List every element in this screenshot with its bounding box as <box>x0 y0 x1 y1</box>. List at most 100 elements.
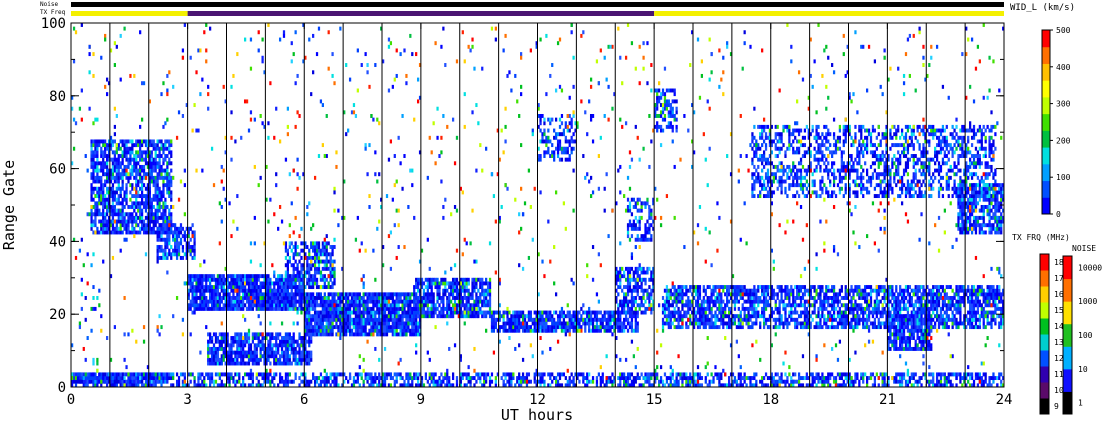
heatmap-cell <box>376 317 379 322</box>
heatmap-cell <box>558 325 562 330</box>
heatmap-cell <box>158 215 161 220</box>
heatmap-cell <box>356 372 359 377</box>
heatmap-cell <box>331 252 334 257</box>
heatmap-cell <box>214 306 218 311</box>
heatmap-cell <box>370 292 373 297</box>
heatmap-cell <box>306 328 309 333</box>
heatmap-cell <box>473 314 476 319</box>
heatmap-cell <box>420 306 424 311</box>
heatmap-cell <box>319 248 323 253</box>
heatmap-cell <box>115 197 118 202</box>
heatmap-cell <box>129 230 132 235</box>
heatmap-cell <box>376 296 379 300</box>
heatmap-cell <box>407 383 410 388</box>
heatmap-cell <box>286 332 289 337</box>
heatmap-cell <box>372 299 375 304</box>
heatmap-cell <box>352 306 356 311</box>
heatmap-cell <box>105 143 109 148</box>
heatmap-cell <box>156 161 159 166</box>
heatmap-cell <box>329 285 332 290</box>
heatmap-cell <box>71 379 74 384</box>
heatmap-cell <box>236 306 239 311</box>
heatmap-cell <box>319 317 323 322</box>
heatmap-cell <box>518 314 521 319</box>
heatmap-cell <box>626 383 630 388</box>
heatmap-cell <box>630 306 634 311</box>
heatmap-cell <box>638 383 641 388</box>
heatmap-cell <box>457 296 461 300</box>
heatmap-cell <box>422 310 426 315</box>
heatmap-cell <box>224 361 227 366</box>
heatmap-cell <box>209 361 212 366</box>
heatmap-cell <box>387 306 391 311</box>
heatmap-cell <box>667 296 670 300</box>
heatmap-cell <box>640 281 643 286</box>
heatmap-cell <box>296 350 299 355</box>
heatmap-cell <box>317 383 321 388</box>
heatmap-cell <box>362 310 365 315</box>
heatmap-cell <box>591 328 595 333</box>
heatmap-cell <box>378 321 381 326</box>
heatmap-cell <box>92 139 95 144</box>
heatmap-cell <box>292 303 295 308</box>
heatmap-cell <box>269 303 272 308</box>
heatmap-cell <box>129 376 132 381</box>
heatmap-cell <box>236 361 239 366</box>
heatmap-cell <box>640 285 643 290</box>
heatmap-cell <box>100 168 103 173</box>
heatmap-cell <box>617 277 620 282</box>
heatmap-cell <box>354 379 358 384</box>
heatmap-cell <box>669 310 672 315</box>
heatmap-cell <box>131 215 134 220</box>
heatmap-cell <box>212 288 216 293</box>
heatmap-cell <box>764 372 768 377</box>
heatmap-cell <box>189 274 192 279</box>
heatmap-cell <box>312 285 315 290</box>
heatmap-cell <box>247 281 251 286</box>
heatmap-cell <box>667 317 670 322</box>
heatmap-cell <box>467 314 470 319</box>
heatmap-cell <box>321 328 324 333</box>
txfreq-segment <box>187 11 655 16</box>
heatmap-cell <box>137 179 140 184</box>
heatmap-cell <box>510 328 513 333</box>
heatmap-cell <box>265 354 268 359</box>
heatmap-cell <box>374 372 377 377</box>
heatmap-cell <box>133 143 136 148</box>
heatmap-cell <box>325 376 328 381</box>
heatmap-cell <box>617 325 620 330</box>
heatmap-cell <box>162 186 165 191</box>
heatmap-cell <box>341 321 344 326</box>
heatmap-cell <box>230 357 233 362</box>
heatmap-cell <box>576 314 579 319</box>
heatmap-cell <box>871 383 875 388</box>
heatmap-cell <box>275 299 278 304</box>
heatmap-cell <box>170 175 173 180</box>
heatmap-cell <box>675 303 678 308</box>
heatmap-cell <box>432 299 435 304</box>
heatmap-cell <box>220 296 223 300</box>
heatmap-cell <box>226 292 229 297</box>
heatmap-cell <box>162 175 165 180</box>
heatmap-cell <box>652 299 655 304</box>
heatmap-cell <box>893 379 896 384</box>
heatmap-cell <box>302 357 305 362</box>
heatmap-cell <box>451 281 455 286</box>
heatmap-cell <box>302 350 305 355</box>
heatmap-cell <box>411 325 414 330</box>
heatmap-cell <box>273 383 276 388</box>
heatmap-cell <box>850 383 853 388</box>
heatmap-cell <box>94 168 97 173</box>
heatmap-cell <box>212 343 216 348</box>
heatmap-cell <box>115 179 118 184</box>
heatmap-cell <box>284 277 288 282</box>
heatmap-cell <box>663 321 667 326</box>
heatmap-cell <box>580 314 583 319</box>
heatmap-cell <box>984 379 987 384</box>
heatmap-cell <box>415 314 418 319</box>
heatmap-cell <box>234 277 237 282</box>
heatmap-cell <box>951 383 954 388</box>
heatmap-cell <box>310 266 313 271</box>
heatmap-cell <box>343 321 346 326</box>
heatmap-cell <box>271 292 274 297</box>
